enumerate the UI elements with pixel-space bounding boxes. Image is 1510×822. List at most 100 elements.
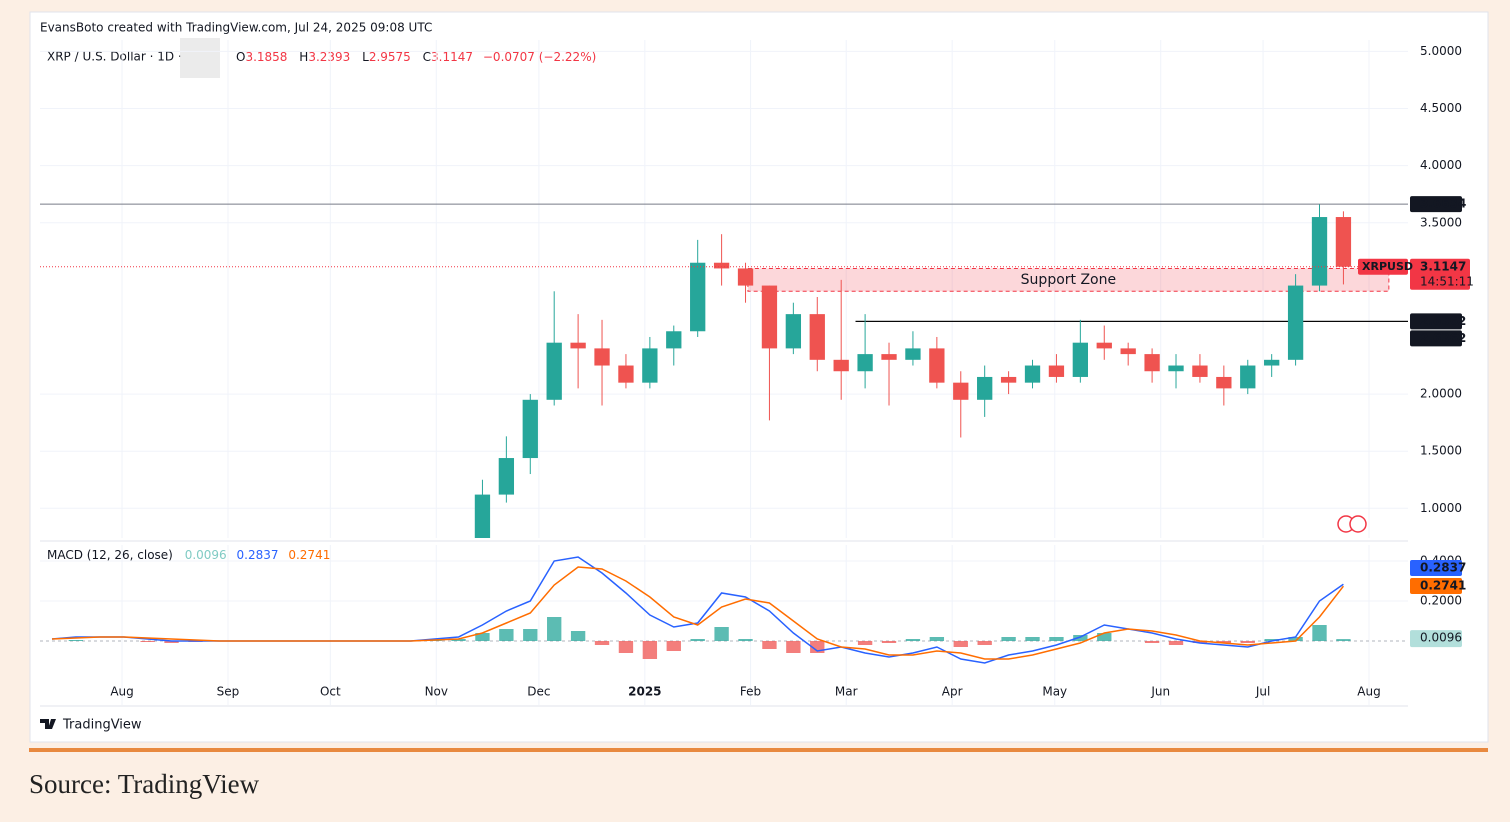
x-tick-label: Sep bbox=[217, 685, 240, 699]
x-tick-label: 2025 bbox=[628, 685, 661, 699]
x-tick-label: Aug bbox=[110, 685, 133, 699]
symbol: XRP / U.S. Dollar · 1D · bbox=[47, 50, 182, 64]
candle-body bbox=[809, 314, 825, 360]
macd-badge-bg bbox=[1410, 560, 1462, 576]
last-price-bg bbox=[1410, 258, 1470, 290]
candle-body bbox=[1144, 354, 1160, 372]
x-tick-label: Apr bbox=[942, 685, 963, 699]
macd-hist-value: 0.0096 bbox=[185, 548, 227, 562]
candle-body bbox=[546, 342, 562, 400]
macd-title: MACD (12, 26, close) bbox=[47, 548, 173, 562]
candle-body bbox=[905, 348, 921, 360]
blurred-area bbox=[180, 38, 220, 78]
event-icons bbox=[1337, 515, 1367, 533]
candle-body bbox=[522, 399, 538, 459]
candle-body bbox=[785, 314, 802, 349]
candle-body bbox=[474, 494, 491, 538]
histogram-bar bbox=[1312, 625, 1327, 641]
macd-badge-bg bbox=[1410, 630, 1462, 648]
candle-body bbox=[1264, 359, 1280, 366]
candle-body bbox=[690, 262, 706, 332]
y-tick-label: 1.0000 bbox=[1420, 501, 1462, 515]
histogram-bar bbox=[1288, 637, 1303, 641]
histogram-bar bbox=[1240, 641, 1255, 643]
candle-body bbox=[570, 342, 586, 349]
histogram-bar bbox=[1144, 641, 1160, 643]
histogram-bar bbox=[1264, 639, 1279, 641]
l-label: L bbox=[362, 50, 369, 64]
axis-labels: Aug Sep Oct Nov Dec 2025 Feb Mar Apr May Jun Jul Aug… bbox=[110, 44, 1474, 699]
x-tick-label: Jun bbox=[1150, 685, 1170, 699]
y-tick-label: 0.2000 bbox=[1420, 594, 1462, 608]
candle-body bbox=[666, 331, 682, 349]
histogram-bar bbox=[762, 641, 777, 649]
candle-body bbox=[857, 354, 873, 372]
macd-value: 0.2837 bbox=[237, 548, 279, 562]
open-value: 3.1858 bbox=[245, 50, 287, 64]
price-pane bbox=[40, 203, 1408, 538]
candle-body bbox=[1335, 217, 1352, 267]
candle-body bbox=[929, 348, 945, 383]
low-value: 2.9575 bbox=[369, 50, 411, 64]
macd-badge: 0.2837 bbox=[1420, 561, 1466, 575]
candle-body bbox=[1192, 365, 1208, 377]
h-label: H bbox=[299, 50, 308, 64]
last-price: 3.1147 bbox=[1420, 259, 1466, 273]
close-value: 3.1147 bbox=[431, 50, 473, 64]
hline-label-bg bbox=[1410, 330, 1462, 347]
histogram-bar bbox=[1073, 635, 1088, 641]
candle-body bbox=[977, 376, 993, 400]
macd-legend: MACD (12, 26, close) 0.0096 0.2837 0.274… bbox=[47, 548, 330, 562]
histogram-bar bbox=[547, 617, 562, 641]
candle-body bbox=[1216, 376, 1232, 389]
hline-label: 3.6634 bbox=[1420, 197, 1466, 211]
candle-body bbox=[642, 348, 658, 383]
histogram-bar bbox=[523, 629, 538, 641]
histogram-bar bbox=[451, 639, 466, 641]
candle-body bbox=[618, 365, 634, 383]
histogram-bar bbox=[499, 629, 514, 641]
candle-body bbox=[761, 285, 778, 349]
logo: TradingView bbox=[40, 718, 142, 733]
candle-body bbox=[1096, 342, 1112, 349]
histogram-bar bbox=[68, 640, 84, 641]
candle-body bbox=[1072, 342, 1089, 377]
y-tick-label: 1.5000 bbox=[1420, 444, 1462, 458]
candle-body bbox=[594, 348, 610, 366]
source-rule bbox=[29, 748, 1488, 752]
candle-body bbox=[713, 262, 730, 269]
hline-label: 2.6362 bbox=[1420, 331, 1466, 345]
candle-body bbox=[881, 354, 897, 360]
y-tick-label: 3.5000 bbox=[1420, 215, 1462, 229]
histogram-bar bbox=[977, 641, 992, 645]
ohlc-legend: O3.1858 H3.2393 L2.9575 C3.1147 −0.0707 … bbox=[236, 50, 596, 64]
change: −0.0707 (−2.22%) bbox=[483, 50, 596, 64]
histogram-bar bbox=[738, 639, 753, 641]
signal-value: 0.2741 bbox=[288, 548, 330, 562]
candle-body bbox=[1048, 365, 1065, 377]
histogram-bar bbox=[857, 641, 873, 645]
histogram-bar bbox=[1025, 637, 1040, 641]
histogram-bar bbox=[594, 641, 610, 645]
candle-body bbox=[1287, 285, 1304, 360]
histogram-bar bbox=[929, 637, 945, 641]
histogram-bar bbox=[1001, 637, 1016, 641]
histogram-bar bbox=[881, 641, 897, 643]
candle-body bbox=[1311, 217, 1328, 286]
macd-badge: 0.2741 bbox=[1420, 579, 1466, 593]
candle-body bbox=[498, 458, 515, 495]
histogram-bar bbox=[1049, 637, 1064, 641]
branding: TradingView bbox=[62, 718, 142, 733]
y-tick-label: 4.0000 bbox=[1420, 158, 1462, 172]
candle-body bbox=[1168, 365, 1184, 372]
candle-body bbox=[1240, 365, 1256, 389]
histogram-bar bbox=[953, 641, 968, 647]
macd-pane bbox=[40, 556, 1408, 664]
histogram-bar bbox=[1192, 641, 1208, 643]
candle-body bbox=[833, 359, 849, 372]
histogram-bar bbox=[905, 639, 921, 641]
event-icon[interactable] bbox=[1349, 515, 1367, 533]
y-tick-label: 2.0000 bbox=[1420, 387, 1462, 401]
